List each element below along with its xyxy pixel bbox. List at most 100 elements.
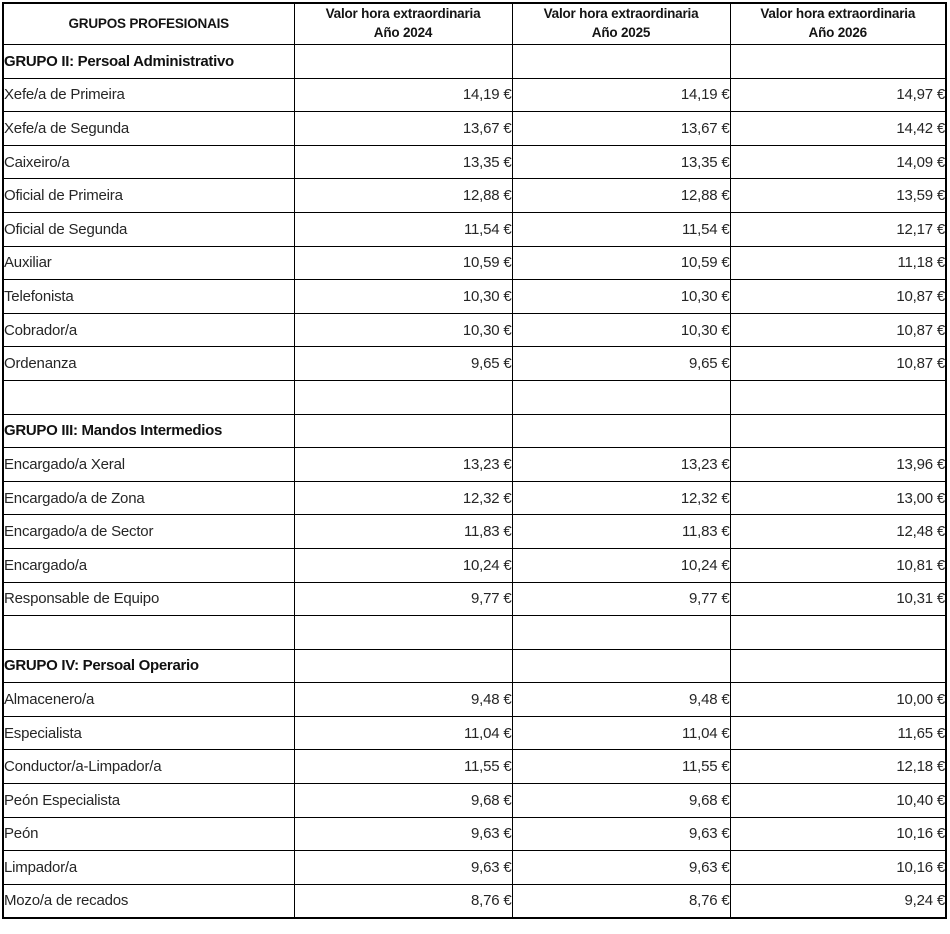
profession-label: Encargado/a de Zona	[2, 480, 295, 516]
value-y2024: 10,59 €	[293, 245, 513, 281]
table-row: Limpador/a 9,63 €9,63 €10,16 €	[2, 850, 947, 885]
value-y2025: 9,63 €	[511, 816, 731, 852]
value-y2025: 10,30 €	[511, 312, 731, 348]
table-row: Cobrador/a 10,30 €10,30 €10,87 €	[2, 312, 947, 348]
column-header-line1: Valor hora extraordinaria	[325, 6, 481, 22]
table-row: Mozo/a de recados 8,76 €8,76 €9,24 €	[2, 883, 947, 919]
table-row: Encargado/a de Zona 12,32 €12,32 €13,00 €	[2, 480, 947, 516]
value-y2026	[729, 413, 947, 449]
value-y2026	[729, 379, 947, 415]
profession-label: Conductor/a-Limpador/a	[2, 749, 295, 785]
value-y2025: 11,04 €	[511, 715, 731, 751]
value-y2024: 13,23 €	[293, 447, 513, 482]
value-y2024: 10,30 €	[293, 279, 513, 314]
table-row: Ordenanza 9,65 €9,65 €10,87 €	[2, 346, 947, 381]
value-y2025: 9,63 €	[511, 850, 731, 885]
profession-label: Cobrador/a	[2, 312, 295, 348]
profession-label: Xefe/a de Primeira	[2, 77, 295, 113]
column-header-line2: Año 2026	[808, 25, 868, 40]
table-row: Oficial de Primeira 12,88 €12,88 €13,59 €	[2, 178, 947, 213]
value-y2026: 10,87 €	[729, 312, 947, 348]
profession-label: Encargado/a Xeral	[2, 447, 295, 482]
value-y2024: 13,35 €	[293, 144, 513, 180]
value-y2026: 11,65 €	[729, 715, 947, 751]
table-row: Encargado/a de Sector 11,83 €11,83 €12,48…	[2, 514, 947, 549]
value-y2026: 10,00 €	[729, 682, 947, 717]
profession-label: Responsable de Equipo	[2, 581, 295, 617]
value-y2026	[729, 44, 947, 79]
section-row: GRUPO II: Persoal Administrativo	[2, 44, 947, 79]
value-y2026	[729, 615, 947, 650]
table-row: Auxiliar 10,59 €10,59 €11,18 €	[2, 245, 947, 281]
value-y2026: 10,40 €	[729, 783, 947, 818]
column-header-line1: Valor hora extraordinaria	[760, 6, 916, 22]
table-row: Caixeiro/a 13,35 €13,35 €14,09 €	[2, 144, 947, 180]
table-body: GRUPO II: Persoal Administrativo Xefe/a d…	[2, 44, 947, 919]
value-y2025: 13,35 €	[511, 144, 731, 180]
value-y2026: 10,31 €	[729, 581, 947, 617]
section-title: GRUPO IV: Persoal Operario	[2, 648, 295, 684]
value-y2026: 14,09 €	[729, 144, 947, 180]
value-y2024: 11,55 €	[293, 749, 513, 785]
value-y2026: 10,16 €	[729, 850, 947, 885]
value-y2024: 10,24 €	[293, 547, 513, 583]
table-row: Responsable de Equipo 9,77 €9,77 €10,31 €	[2, 581, 947, 617]
value-y2024: 11,04 €	[293, 715, 513, 751]
value-y2026	[729, 648, 947, 684]
column-header-line1: GRUPOS PROFESIONAIS	[68, 15, 230, 31]
value-y2026: 10,87 €	[729, 346, 947, 381]
profession-label	[2, 615, 295, 650]
value-y2025	[511, 44, 731, 79]
value-y2026: 11,18 €	[729, 245, 947, 281]
section-row: GRUPO IV: Persoal Operario	[2, 648, 947, 684]
value-y2026: 12,17 €	[729, 211, 947, 247]
value-y2025: 13,67 €	[511, 111, 731, 146]
table-row: Conductor/a-Limpador/a 11,55 €11,55 €12,1…	[2, 749, 947, 785]
value-y2025: 9,48 €	[511, 682, 731, 717]
profession-label: Peón	[2, 816, 295, 852]
value-y2026: 10,81 €	[729, 547, 947, 583]
table-row: Encargado/a 10,24 €10,24 €10,81 €	[2, 547, 947, 583]
value-y2024: 12,32 €	[293, 480, 513, 516]
profession-label: Almacenero/a	[2, 682, 295, 717]
profession-label: Mozo/a de recados	[2, 883, 295, 919]
overtime-rates-table: GRUPOS PROFESIONAIS Valor hora extraordin…	[2, 2, 947, 919]
table-header: GRUPOS PROFESIONAIS Valor hora extraordin…	[2, 2, 947, 45]
value-y2025: 12,32 €	[511, 480, 731, 516]
table-row: Encargado/a Xeral 13,23 €13,23 €13,96 €	[2, 447, 947, 482]
value-y2025: 12,88 €	[511, 178, 731, 213]
table-row: Especialista 11,04 €11,04 €11,65 €	[2, 715, 947, 751]
section-title: GRUPO II: Persoal Administrativo	[2, 44, 295, 79]
value-y2024: 9,77 €	[293, 581, 513, 617]
header-row: GRUPOS PROFESIONAIS Valor hora extraordin…	[2, 2, 947, 45]
profession-label: Telefonista	[2, 279, 295, 314]
table-row: Peón Especialista 9,68 €9,68 €10,40 €	[2, 783, 947, 818]
table-row: Telefonista 10,30 €10,30 €10,87 €	[2, 279, 947, 314]
value-y2025: 11,83 €	[511, 514, 731, 549]
column-header-line1: Valor hora extraordinaria	[543, 6, 699, 22]
value-y2024	[293, 615, 513, 650]
column-header-line2: Año 2025	[591, 25, 651, 40]
value-y2024: 8,76 €	[293, 883, 513, 919]
value-y2026: 13,96 €	[729, 447, 947, 482]
table-row: Peón 9,63 €9,63 €10,16 €	[2, 816, 947, 852]
value-y2025: 9,65 €	[511, 346, 731, 381]
column-header-line2: Año 2024	[373, 25, 433, 40]
profession-label: Oficial de Primeira	[2, 178, 295, 213]
profession-label: Encargado/a	[2, 547, 295, 583]
profession-label: Ordenanza	[2, 346, 295, 381]
value-y2025: 9,68 €	[511, 783, 731, 818]
value-y2026: 14,42 €	[729, 111, 947, 146]
value-y2024: 11,54 €	[293, 211, 513, 247]
profession-label: Encargado/a de Sector	[2, 514, 295, 549]
value-y2025: 8,76 €	[511, 883, 731, 919]
value-y2025: 10,24 €	[511, 547, 731, 583]
value-y2024: 10,30 €	[293, 312, 513, 348]
value-y2025: 10,30 €	[511, 279, 731, 314]
value-y2025: 11,54 €	[511, 211, 731, 247]
value-y2024: 12,88 €	[293, 178, 513, 213]
column-header-profession: GRUPOS PROFESIONAIS	[2, 2, 295, 45]
value-y2024	[293, 44, 513, 79]
profession-label: Especialista	[2, 715, 295, 751]
value-y2024: 9,68 €	[293, 783, 513, 818]
